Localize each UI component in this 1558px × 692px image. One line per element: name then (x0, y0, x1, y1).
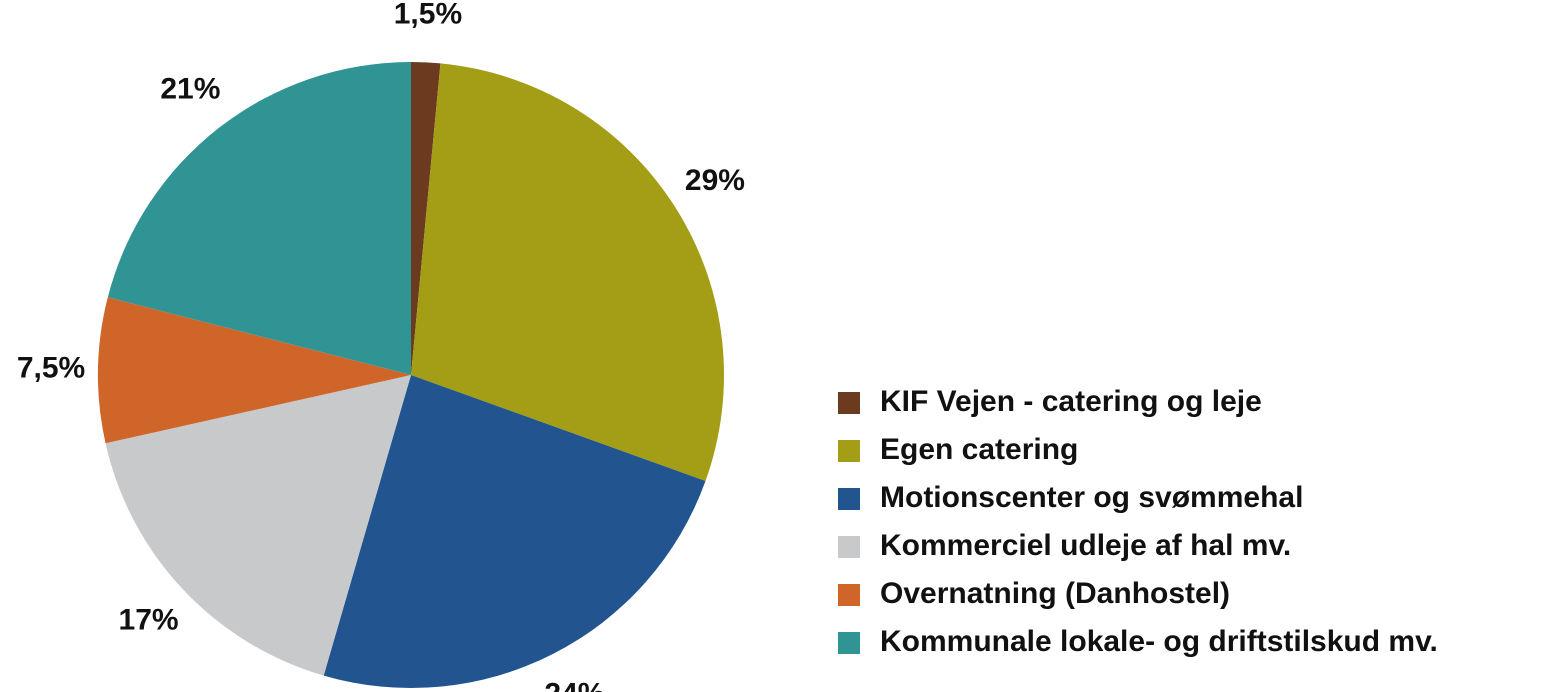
pie-slice (411, 62, 441, 375)
legend-label: Egen catering (880, 433, 1078, 466)
value-label: 24% (544, 678, 604, 692)
value-label: 1,5% (394, 0, 462, 30)
legend-swatch (838, 488, 860, 510)
legend-swatch (838, 536, 860, 558)
pie-slice (411, 63, 724, 482)
legend-swatch (838, 632, 860, 654)
pie-slice (107, 62, 412, 375)
pie-slice (105, 375, 411, 676)
value-label: 17% (119, 603, 179, 636)
pie-slice (98, 297, 412, 444)
legend-swatch (838, 440, 860, 462)
legend-label: Kommerciel udleje af hal mv. (880, 529, 1291, 562)
legend-label: Kommunale lokale- og driftstilskud mv. (880, 625, 1438, 658)
legend-label: Overnatning (Danhostel) (880, 577, 1230, 610)
legend-swatch (838, 584, 860, 606)
pie-slice (323, 375, 706, 688)
legend-label: KIF Vejen - catering og leje (880, 385, 1262, 418)
legend-label: Motionscenter og svømmehal (880, 481, 1303, 514)
value-label: 21% (160, 72, 220, 105)
value-label: 29% (685, 164, 745, 197)
legend-swatch (838, 392, 860, 414)
value-label: 7,5% (17, 351, 85, 384)
